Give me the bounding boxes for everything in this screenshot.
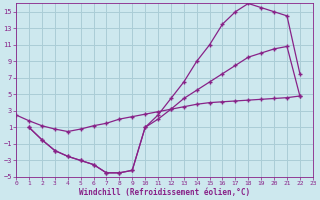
X-axis label: Windchill (Refroidissement éolien,°C): Windchill (Refroidissement éolien,°C)	[79, 188, 250, 197]
